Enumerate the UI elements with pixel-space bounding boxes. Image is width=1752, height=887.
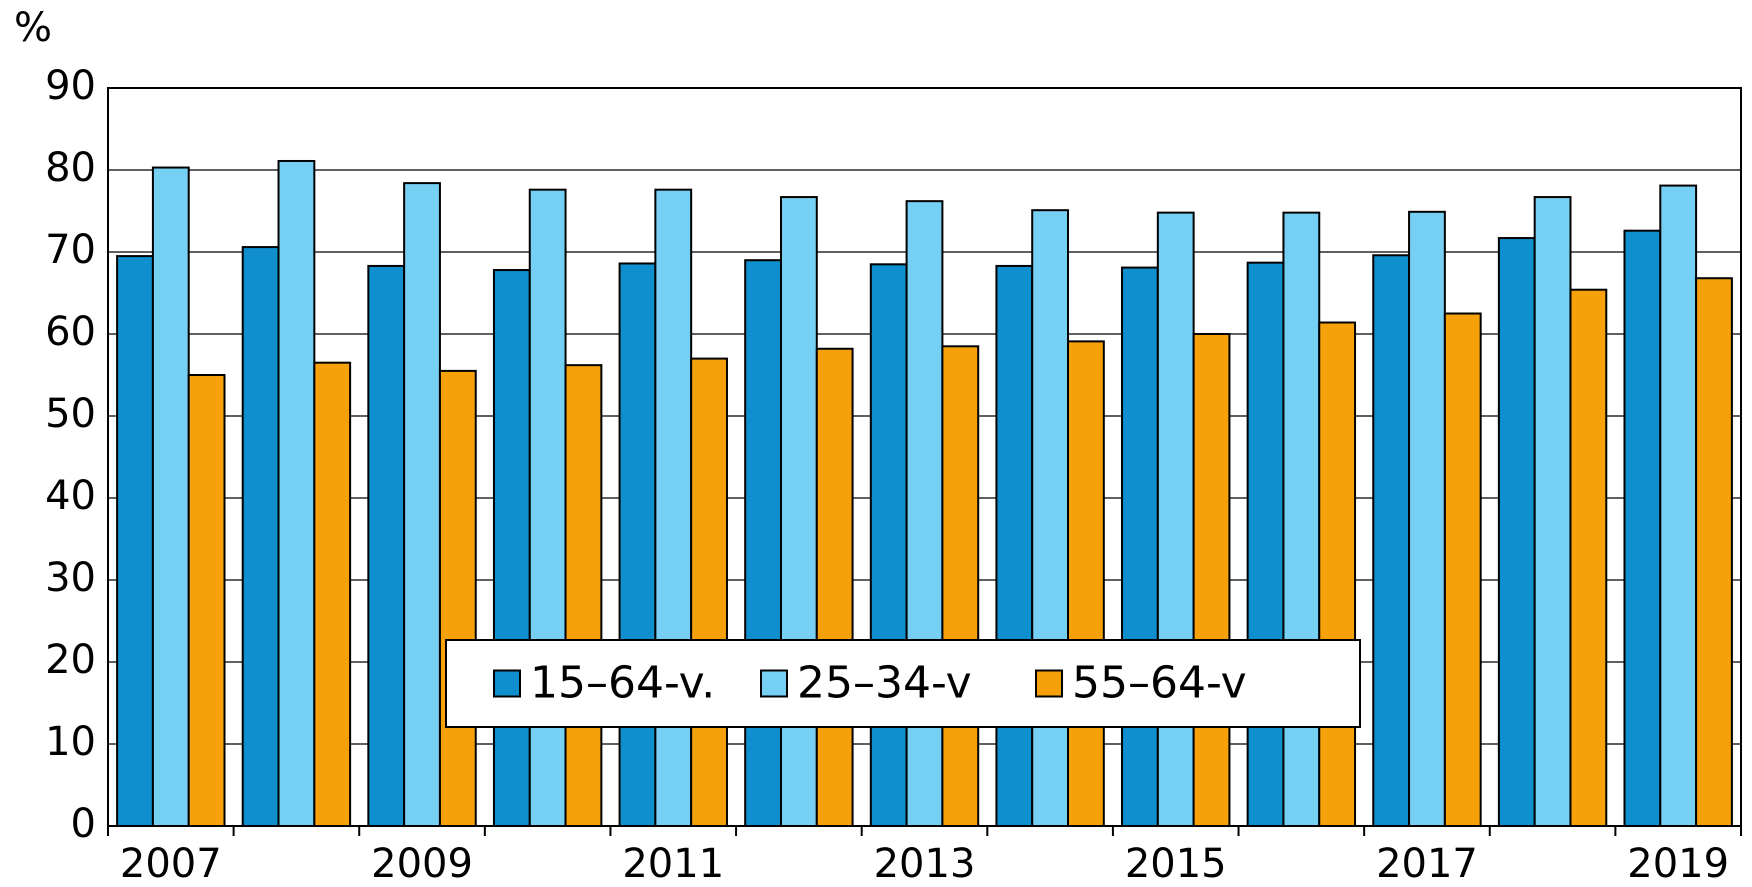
bar — [403, 182, 441, 827]
bar — [1569, 288, 1608, 828]
bar — [528, 188, 567, 827]
x-tick-label: 2011 — [622, 841, 724, 887]
x-tick-label: 2019 — [1627, 841, 1729, 887]
y-tick-label: 90 — [45, 63, 96, 109]
legend-swatch — [1035, 669, 1063, 698]
bar — [1318, 321, 1357, 827]
bar — [1408, 210, 1446, 827]
bar — [313, 361, 352, 827]
bar — [905, 200, 944, 828]
bar — [1067, 340, 1105, 827]
bar — [815, 347, 854, 827]
bar — [779, 196, 818, 827]
bar — [1659, 184, 1698, 827]
legend-label: 25–34-v — [797, 658, 972, 709]
x-tick-label: 2017 — [1376, 841, 1478, 887]
legend — [445, 639, 1361, 728]
bar — [941, 345, 980, 827]
y-tick-label: 20 — [45, 637, 96, 683]
x-tick-label: 2009 — [371, 841, 473, 887]
y-axis-label: % — [14, 5, 52, 51]
bar — [367, 264, 406, 827]
y-tick-label: 50 — [45, 391, 96, 437]
y-tick-label: 10 — [45, 719, 96, 765]
bar — [1031, 209, 1070, 827]
bar — [1192, 333, 1231, 827]
bar — [744, 259, 782, 827]
y-tick-label: 70 — [45, 227, 96, 273]
bar — [690, 357, 728, 827]
bar — [1695, 277, 1733, 827]
bar — [151, 166, 190, 828]
legend-label: 55–64-v — [1072, 658, 1247, 709]
y-tick-label: 30 — [45, 555, 96, 601]
legend-swatch — [760, 669, 788, 698]
bar — [995, 264, 1034, 827]
bar — [241, 246, 280, 827]
bar — [1246, 261, 1285, 828]
bar — [116, 255, 154, 828]
bar — [1533, 196, 1572, 827]
legend-swatch — [493, 669, 521, 698]
y-tick-label: 0 — [71, 801, 96, 847]
legend-label: 15–64-v. — [530, 658, 715, 709]
bar — [1372, 254, 1411, 827]
bar — [1497, 237, 1536, 827]
bar — [618, 262, 657, 828]
x-tick-label: 2013 — [874, 841, 976, 887]
bar — [869, 263, 908, 827]
bar — [1623, 229, 1662, 827]
bar — [187, 374, 226, 827]
bar — [492, 269, 531, 828]
bar — [1156, 211, 1195, 827]
bar — [1282, 211, 1321, 827]
bar — [654, 188, 693, 827]
x-tick-label: 2015 — [1125, 841, 1227, 887]
bar — [277, 159, 316, 828]
bar — [1443, 312, 1482, 827]
bar — [564, 364, 603, 827]
bar — [438, 369, 477, 827]
x-tick-label: 2007 — [120, 841, 222, 887]
y-tick-label: 40 — [45, 473, 96, 519]
y-tick-label: 60 — [45, 309, 96, 355]
y-tick-label: 80 — [45, 145, 96, 191]
bar — [1121, 266, 1159, 827]
